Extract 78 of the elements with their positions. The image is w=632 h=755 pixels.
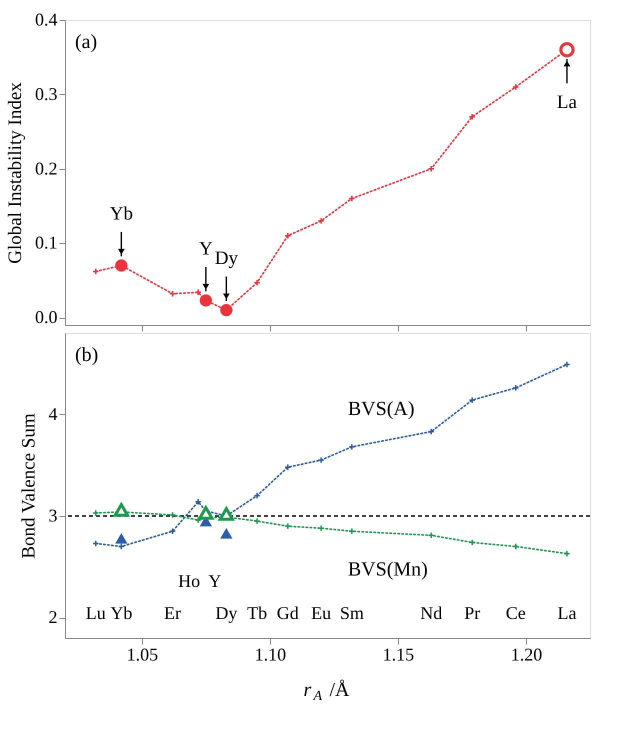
point xyxy=(200,294,212,307)
point xyxy=(194,288,202,296)
point xyxy=(220,304,232,316)
annotation: Sm xyxy=(340,603,364,623)
annotation: (a) xyxy=(75,31,98,53)
annotation: Pr xyxy=(464,603,480,623)
point xyxy=(254,518,261,525)
point xyxy=(512,543,520,550)
annotation: Eu xyxy=(311,603,332,623)
point xyxy=(318,524,325,532)
point xyxy=(220,528,232,539)
point xyxy=(284,522,292,530)
y-tick-label: 4 xyxy=(48,404,58,424)
point xyxy=(512,384,520,392)
point xyxy=(428,165,435,172)
y-tick-label: 2 xyxy=(48,607,58,628)
point xyxy=(284,232,292,240)
point xyxy=(92,509,100,516)
point xyxy=(348,443,356,450)
point xyxy=(563,550,570,558)
point xyxy=(318,456,325,464)
point xyxy=(194,498,202,506)
annotation: Lu xyxy=(86,603,106,623)
y-tick-label: 3 xyxy=(48,506,58,526)
annotation: Yb xyxy=(110,603,132,623)
y-axis-title: Global Instability Index xyxy=(5,82,26,264)
y-tick-label: 0.3 xyxy=(35,84,58,104)
point xyxy=(512,83,520,90)
point xyxy=(284,464,292,471)
point xyxy=(254,492,261,500)
annotation: Ce xyxy=(506,603,526,623)
point xyxy=(559,42,575,58)
x-tick-label: 1.15 xyxy=(382,644,414,664)
point xyxy=(92,540,100,547)
point xyxy=(348,195,356,202)
point xyxy=(194,516,202,524)
point xyxy=(198,506,214,520)
y-tick-label: 0.1 xyxy=(35,232,58,253)
annotation: La xyxy=(556,92,578,113)
point xyxy=(468,396,476,404)
x-tick-label: 1.20 xyxy=(510,644,542,664)
point xyxy=(115,259,128,272)
annotation: Er xyxy=(164,603,182,623)
annotation: Dy xyxy=(215,603,238,623)
point xyxy=(169,290,176,298)
annotation: Y xyxy=(198,238,213,260)
annotation: Dy xyxy=(214,248,238,270)
annotation: Tb xyxy=(247,603,268,623)
point xyxy=(428,428,435,436)
point xyxy=(115,533,128,544)
point xyxy=(563,361,570,368)
point xyxy=(118,543,125,550)
point xyxy=(428,532,435,539)
point xyxy=(318,217,325,224)
y-tick-label: 0.2 xyxy=(35,158,58,178)
point xyxy=(468,113,476,120)
y-tick-label: 0.0 xyxy=(35,307,58,328)
y-axis-title: Bond Valence Sum xyxy=(18,413,40,559)
point xyxy=(348,528,356,535)
point xyxy=(169,528,176,535)
x-tick-label: 1.10 xyxy=(254,644,286,664)
annotation: Nd xyxy=(420,603,442,623)
series-label: BVS(Mn) xyxy=(348,558,428,580)
point xyxy=(218,507,234,521)
point xyxy=(468,538,476,546)
point xyxy=(114,503,129,517)
annotation: Y xyxy=(208,571,222,591)
point xyxy=(254,279,261,286)
y-tick-label: 0.4 xyxy=(35,10,58,30)
point xyxy=(169,511,176,518)
annotation: (b) xyxy=(75,344,98,366)
annotation: Gd xyxy=(276,603,299,623)
series-label: BVS(A) xyxy=(348,398,414,420)
annotation: La xyxy=(557,603,576,623)
x-tick-label: 1.05 xyxy=(126,644,158,664)
annotation: Yb xyxy=(110,203,133,224)
point xyxy=(92,268,100,275)
annotation: Ho xyxy=(178,571,200,591)
